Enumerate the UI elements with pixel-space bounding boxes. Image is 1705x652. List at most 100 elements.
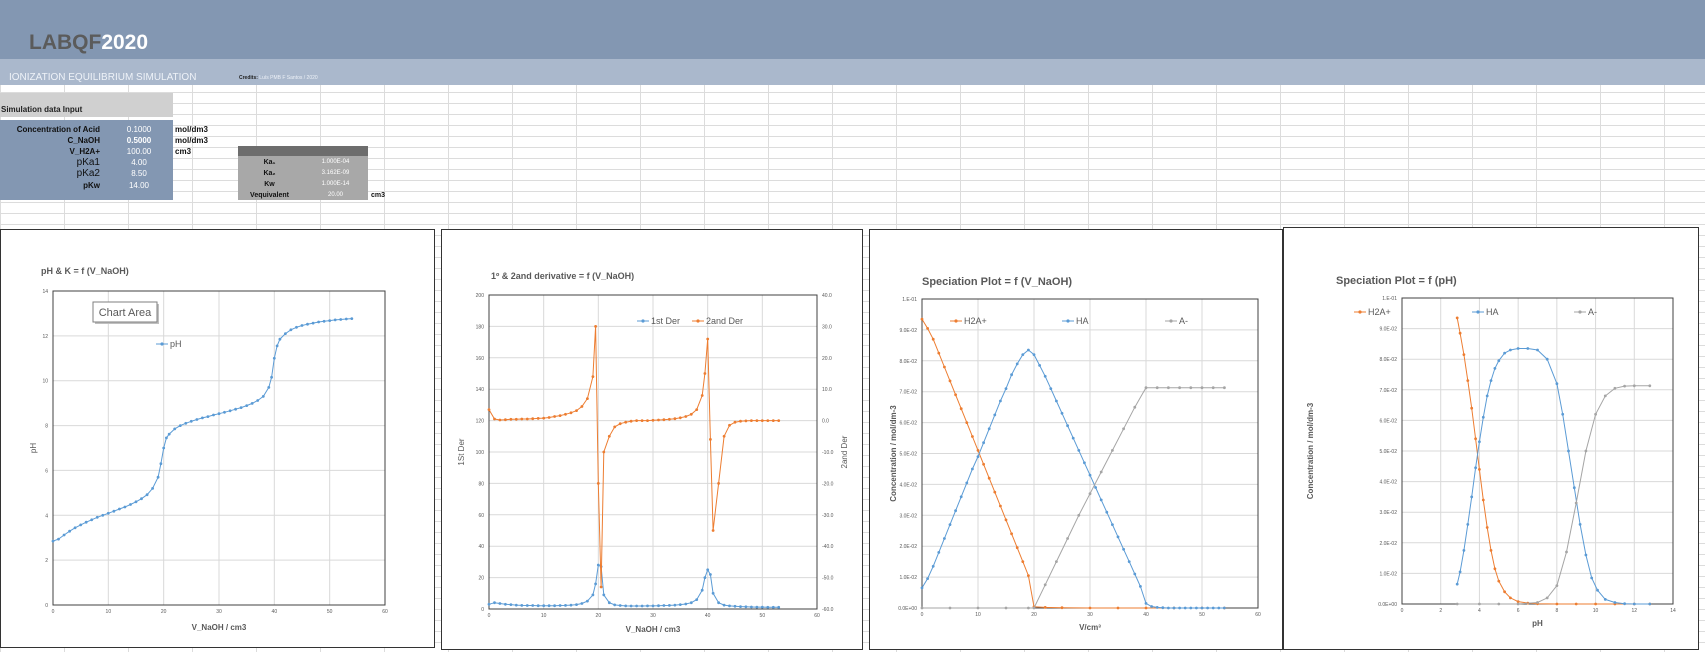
x-axis-label: V_NaOH / cm3 [626, 625, 681, 634]
data-point [1211, 606, 1215, 610]
data-point [971, 467, 974, 471]
y2-tick-label: 20.0 [822, 356, 832, 362]
data-point [536, 604, 540, 608]
series-ha [1455, 347, 1652, 606]
data-point [937, 551, 941, 554]
data-point [1122, 547, 1125, 551]
data-point [1200, 606, 1204, 610]
series-line [1456, 317, 1650, 605]
data-point [328, 319, 332, 322]
y-tick-label: 9.0E-02 [1379, 327, 1397, 333]
data-point [728, 423, 731, 427]
data-point [1144, 386, 1148, 390]
input-label: Concentration of Acid [16, 125, 100, 134]
y-tick-label: 4 [45, 513, 48, 519]
legend-marker [641, 319, 645, 323]
series-a- [920, 386, 1226, 610]
x-tick-label: 40 [705, 613, 711, 619]
data-point [123, 505, 127, 509]
data-point [1509, 596, 1512, 600]
data-point [1545, 357, 1549, 361]
data-point [711, 591, 715, 595]
data-point [129, 503, 132, 506]
data-point [722, 434, 726, 438]
chart-speciation-volume[interactable]: 0.0E+00 1.0E-02 2.0E-02 3.0E-02 4.0E-02 5.0E-… [869, 229, 1283, 650]
data-point [1489, 549, 1493, 552]
app-subtitle: IONIZATION EQUILIBRIUM SIMULATION [9, 72, 197, 83]
data-point [1455, 602, 1459, 606]
chart-ph-titration[interactable]: 0 2 4 6 8 10 12 14 0 10 20 30 40 50 60 pH & K = f (V_Na… [0, 229, 435, 648]
chart-speciation-ph[interactable]: 0.0E+00 1.0E-02 2.0E-02 3.0E-02 4.0E-02 5.0E-… [1283, 227, 1699, 650]
data-point [1150, 605, 1153, 608]
data-point [1066, 537, 1069, 540]
input-value-cnaoh[interactable]: 0.5000 [126, 136, 152, 145]
input-value-pka1[interactable]: 4.00 [131, 158, 147, 167]
data-point [717, 601, 720, 605]
data-point [1027, 574, 1030, 577]
y-tick-label: 40 [478, 544, 484, 550]
input-row-pka2: pKa2 8.50 [0, 168, 420, 179]
data-point [1536, 601, 1539, 604]
input-value-vh2a[interactable]: 100.00 [126, 147, 152, 156]
data-point [1178, 386, 1181, 390]
data-point [112, 509, 116, 513]
constant-label: Ka₁ [263, 159, 276, 166]
data-point [173, 427, 177, 431]
y-tick-label: 3.0E-02 [899, 513, 917, 519]
data-point [722, 603, 726, 607]
chart-derivatives[interactable]: 0 20 40 60 80 100 120 140 160 180 200 0 10 20 30 40 50 60… [441, 229, 863, 650]
x-tick-label: 20 [1031, 612, 1037, 618]
data-point [1458, 331, 1462, 335]
data-point [1481, 415, 1485, 419]
data-point [1613, 386, 1617, 390]
data-point [959, 495, 963, 499]
data-point [1458, 570, 1462, 574]
y-tick-label: 8 [45, 424, 48, 430]
y-tick-label: 60 [478, 513, 484, 519]
data-point [212, 413, 215, 417]
data-point [766, 419, 770, 422]
x-tick-label: 14 [1670, 608, 1676, 614]
credits-label: Credits: [239, 75, 258, 81]
constant-label: Kw [264, 181, 275, 188]
data-point [1536, 348, 1539, 352]
data-point [275, 344, 279, 348]
input-value-pka2[interactable]: 8.50 [131, 169, 147, 178]
data-point [1555, 382, 1559, 386]
data-point [709, 438, 712, 441]
data-point [1021, 353, 1025, 356]
data-point [300, 324, 304, 327]
data-point [1455, 582, 1459, 586]
data-point [1211, 386, 1215, 390]
data-point [531, 604, 535, 607]
data-point [317, 320, 320, 324]
y-tick-label: 8.0E-02 [899, 359, 917, 365]
data-point [684, 602, 688, 606]
x-tick-label: 30 [216, 609, 222, 615]
data-point [635, 419, 638, 422]
data-point [662, 604, 666, 607]
y-tick-label: 20 [478, 576, 484, 582]
y-tick-label: 7.0E-02 [899, 390, 917, 396]
data-point [982, 462, 985, 466]
data-point [678, 603, 682, 606]
data-point [1127, 560, 1131, 563]
y-tick-label: 6.0E-02 [899, 421, 917, 427]
x-tick-label: 40 [1143, 612, 1149, 618]
input-value-acid[interactable]: 0.1000 [126, 125, 152, 134]
data-point [553, 604, 556, 608]
data-point [553, 415, 556, 418]
data-point [1493, 567, 1497, 571]
data-point [1060, 411, 1064, 415]
data-point [706, 337, 710, 341]
data-point [514, 417, 518, 421]
data-point [542, 416, 546, 420]
data-point [728, 604, 731, 608]
data-point [1055, 399, 1058, 403]
data-point [1116, 535, 1120, 539]
y-tick-label: 0 [481, 607, 484, 613]
data-point [982, 441, 985, 445]
data-point [1071, 436, 1075, 440]
input-value-pkw[interactable]: 14.00 [128, 181, 150, 190]
data-point [1027, 606, 1030, 610]
